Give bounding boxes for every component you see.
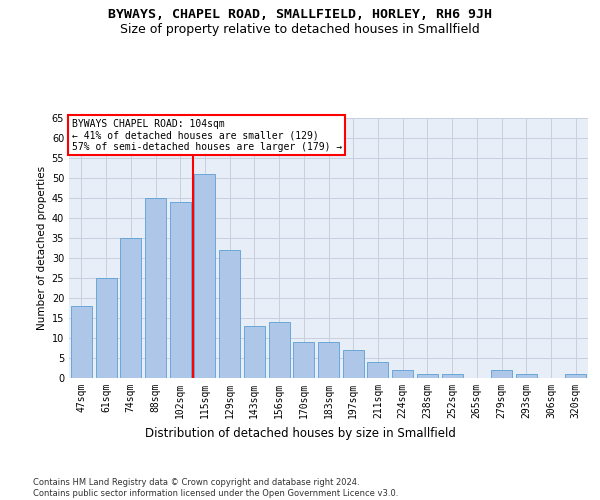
Bar: [417, 374, 438, 378]
Bar: [442, 374, 463, 378]
Bar: [293, 342, 314, 378]
Bar: [170, 202, 191, 378]
Text: Distribution of detached houses by size in Smallfield: Distribution of detached houses by size …: [145, 428, 455, 440]
Bar: [194, 174, 215, 378]
Bar: [516, 374, 537, 378]
Bar: [392, 370, 413, 378]
Bar: [343, 350, 364, 378]
Y-axis label: Number of detached properties: Number of detached properties: [37, 166, 47, 330]
Bar: [145, 198, 166, 378]
Bar: [491, 370, 512, 378]
Bar: [318, 342, 339, 378]
Text: BYWAYS CHAPEL ROAD: 104sqm
← 41% of detached houses are smaller (129)
57% of sem: BYWAYS CHAPEL ROAD: 104sqm ← 41% of deta…: [71, 119, 342, 152]
Bar: [565, 374, 586, 378]
Text: Size of property relative to detached houses in Smallfield: Size of property relative to detached ho…: [120, 22, 480, 36]
Text: Contains HM Land Registry data © Crown copyright and database right 2024.
Contai: Contains HM Land Registry data © Crown c…: [33, 478, 398, 498]
Bar: [120, 238, 141, 378]
Bar: [71, 306, 92, 378]
Bar: [367, 362, 388, 378]
Bar: [269, 322, 290, 378]
Bar: [244, 326, 265, 378]
Bar: [95, 278, 116, 378]
Bar: [219, 250, 240, 378]
Text: BYWAYS, CHAPEL ROAD, SMALLFIELD, HORLEY, RH6 9JH: BYWAYS, CHAPEL ROAD, SMALLFIELD, HORLEY,…: [108, 8, 492, 20]
